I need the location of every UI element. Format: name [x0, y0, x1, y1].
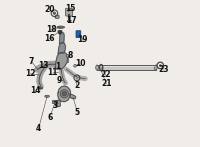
Text: 10: 10 [75, 59, 86, 69]
Text: 16: 16 [44, 34, 55, 43]
FancyBboxPatch shape [76, 31, 81, 37]
FancyBboxPatch shape [97, 65, 156, 70]
Polygon shape [55, 52, 68, 69]
Polygon shape [55, 15, 59, 18]
Text: 19: 19 [77, 35, 88, 44]
FancyBboxPatch shape [52, 101, 57, 103]
Text: 5: 5 [75, 108, 80, 117]
Circle shape [53, 12, 56, 14]
Ellipse shape [45, 95, 49, 97]
Polygon shape [58, 86, 71, 102]
Text: 20: 20 [44, 5, 55, 14]
Polygon shape [56, 100, 60, 107]
Polygon shape [70, 94, 76, 99]
Text: 23: 23 [158, 65, 169, 74]
FancyBboxPatch shape [66, 8, 72, 16]
Text: 15: 15 [65, 4, 75, 13]
Text: 11: 11 [47, 67, 58, 77]
Circle shape [66, 54, 69, 57]
Text: 3: 3 [53, 101, 58, 110]
Text: 12: 12 [25, 69, 36, 78]
Text: 13: 13 [39, 61, 49, 70]
Circle shape [60, 90, 68, 98]
Text: 6: 6 [47, 113, 52, 122]
Polygon shape [58, 43, 65, 54]
Ellipse shape [38, 87, 43, 89]
Circle shape [58, 30, 62, 34]
Ellipse shape [39, 88, 42, 89]
Text: 9: 9 [57, 76, 62, 85]
Text: 4: 4 [36, 124, 41, 133]
Text: 17: 17 [66, 16, 77, 25]
Text: 2: 2 [74, 81, 79, 90]
Circle shape [62, 92, 66, 96]
Ellipse shape [57, 26, 65, 28]
Ellipse shape [58, 30, 62, 32]
Text: 18: 18 [46, 25, 57, 34]
Text: 21: 21 [101, 79, 111, 88]
Text: 1: 1 [55, 62, 61, 71]
Polygon shape [60, 33, 64, 43]
Ellipse shape [155, 65, 157, 70]
Text: 7: 7 [29, 56, 34, 66]
Text: 22: 22 [100, 70, 111, 80]
Ellipse shape [96, 65, 98, 70]
Circle shape [74, 65, 76, 67]
Text: 14: 14 [30, 86, 41, 95]
Circle shape [159, 65, 161, 66]
Text: 8: 8 [67, 51, 73, 60]
